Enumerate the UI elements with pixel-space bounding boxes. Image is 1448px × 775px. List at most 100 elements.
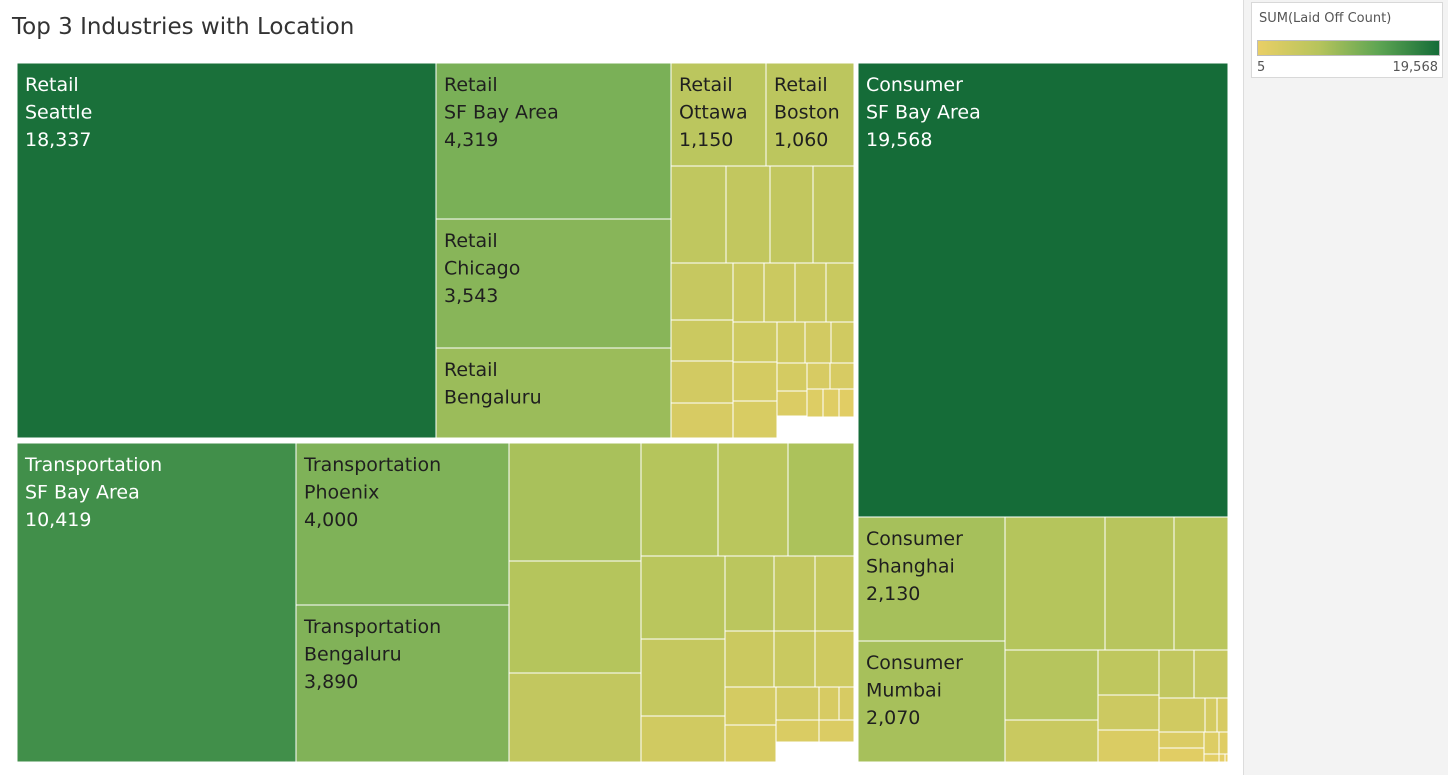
tile-retail-minor-24[interactable] (822, 388, 840, 418)
tile-transportation-minor-7[interactable] (724, 555, 775, 632)
tile-transportation-minor-16[interactable] (724, 686, 777, 726)
legend-title: SUM(Laid Off Count) (1259, 11, 1392, 26)
tile-retail-minor-20[interactable] (670, 402, 734, 439)
tile-transportation-phoenix-value-label: 4,000 (304, 509, 358, 531)
tile-retail-boston-location-label: Boston (774, 102, 840, 124)
legend-max-label: 19,568 (1392, 60, 1439, 75)
tile-consumer-minor-17[interactable] (1158, 747, 1205, 763)
tile-consumer-minor-9[interactable] (1097, 694, 1160, 731)
tile-transportation-minor-3[interactable] (717, 442, 789, 557)
tile-retail-minor-1[interactable] (670, 165, 727, 264)
tile-retail-minor-3[interactable] (769, 165, 814, 264)
tile-retail-seattle-industry-label: Retail (25, 74, 79, 96)
tile-transportation-minor-10[interactable] (508, 672, 642, 763)
tile-transportation-minor-8[interactable] (773, 555, 816, 632)
tile-retail-sf-bay-area[interactable] (435, 62, 672, 220)
tile-retail-bengaluru-industry-label: Retail (444, 359, 498, 381)
tile-transportation-minor-4[interactable] (787, 442, 855, 557)
tile-consumer-minor-11[interactable] (1204, 697, 1218, 733)
tile-consumer-shanghai[interactable] (857, 516, 1006, 642)
tile-retail-minor-13[interactable] (804, 321, 832, 364)
tile-retail-sf-bay-area-location-label: SF Bay Area (444, 102, 559, 124)
tile-retail-minor-2[interactable] (725, 165, 771, 264)
tile-consumer-minor-12[interactable] (1216, 697, 1229, 733)
tile-transportation-minor-9[interactable] (814, 555, 855, 632)
tile-retail-minor-15[interactable] (670, 360, 734, 404)
tile-consumer-sf-bay-area-value-label: 19,568 (866, 129, 932, 151)
tile-transportation-minor-19[interactable] (838, 686, 855, 721)
tile-consumer-minor-10[interactable] (1158, 697, 1206, 733)
tile-retail-minor-18[interactable] (806, 362, 831, 390)
tile-transportation-minor-18[interactable] (818, 686, 840, 721)
tile-retail-sf-bay-area-value-label: 4,319 (444, 129, 498, 151)
tile-retail-minor-16[interactable] (732, 361, 778, 402)
tile-retail-chicago[interactable] (435, 218, 672, 349)
tile-consumer-minor-1[interactable] (1004, 516, 1106, 651)
tile-transportation-sf-bay-area-value-label: 10,419 (25, 509, 91, 531)
tile-retail-minor-6[interactable] (732, 262, 765, 323)
tile-consumer-mumbai-location-label: Mumbai (866, 680, 942, 702)
tile-transportation-minor-20[interactable] (724, 724, 777, 763)
tile-retail-minor-23[interactable] (806, 388, 824, 418)
tile-transportation-minor-21[interactable] (775, 719, 820, 743)
tile-retail-minor-25[interactable] (838, 388, 855, 418)
tile-consumer-mumbai[interactable] (857, 640, 1006, 763)
tile-consumer-minor-16[interactable] (1218, 731, 1229, 755)
tile-transportation-minor-17[interactable] (775, 686, 820, 721)
tile-transportation-sf-bay-area-location-label: SF Bay Area (25, 482, 140, 504)
tile-retail-minor-14[interactable] (830, 321, 855, 364)
tile-transportation-minor-1[interactable] (508, 442, 642, 562)
tile-retail-minor-12[interactable] (776, 321, 806, 364)
tile-consumer-mumbai-value-label: 2,070 (866, 707, 920, 729)
tile-retail-minor-11[interactable] (732, 321, 778, 363)
tile-consumer-minor-19[interactable] (1218, 753, 1226, 763)
tile-transportation-minor-11[interactable] (640, 638, 726, 717)
tile-retail-ottawa-value-label: 1,150 (679, 129, 733, 151)
tile-transportation-minor-15[interactable] (640, 715, 726, 763)
legend-panel (1243, 0, 1448, 775)
tile-retail-minor-8[interactable] (794, 262, 827, 323)
tile-consumer-sf-bay-area[interactable] (857, 62, 1229, 518)
tile-consumer-sf-bay-area-industry-label: Consumer (866, 74, 963, 96)
tile-consumer-minor-8[interactable] (1004, 719, 1099, 763)
tile-consumer-minor-7[interactable] (1193, 649, 1229, 699)
tile-transportation-phoenix-industry-label: Transportation (303, 454, 441, 476)
tile-transportation-minor-5[interactable] (508, 560, 642, 674)
tile-consumer-minor-5[interactable] (1097, 649, 1160, 696)
tile-retail-seattle[interactable] (16, 62, 437, 439)
tile-retail-minor-9[interactable] (825, 262, 855, 323)
tile-consumer-minor-13[interactable] (1097, 729, 1160, 763)
tile-retail-minor-7[interactable] (763, 262, 796, 323)
tile-transportation-minor-12[interactable] (724, 630, 775, 688)
tile-consumer-minor-2[interactable] (1104, 516, 1175, 651)
tile-retail-minor-22[interactable] (776, 390, 808, 417)
tile-transportation-bengaluru-industry-label: Transportation (303, 616, 441, 638)
tile-transportation-bengaluru[interactable] (295, 604, 510, 763)
tile-transportation-minor-14[interactable] (814, 630, 855, 688)
tile-retail-sf-bay-area-industry-label: Retail (444, 74, 498, 96)
tile-consumer-shanghai-location-label: Shanghai (866, 556, 955, 578)
tile-transportation-minor-22[interactable] (818, 719, 855, 743)
tile-retail-minor-4[interactable] (812, 165, 855, 264)
tile-consumer-minor-14[interactable] (1158, 731, 1205, 749)
tile-transportation-phoenix-location-label: Phoenix (304, 482, 379, 504)
tile-consumer-minor-4[interactable] (1004, 649, 1099, 721)
tile-consumer-minor-3[interactable] (1173, 516, 1229, 651)
tile-retail-minor-19[interactable] (829, 362, 855, 390)
tile-transportation-minor-6[interactable] (640, 555, 726, 640)
tile-consumer-minor-18[interactable] (1203, 753, 1220, 763)
tile-transportation-bengaluru-value-label: 3,890 (304, 671, 358, 693)
tile-retail-ottawa-location-label: Ottawa (679, 102, 748, 124)
tile-consumer-minor-6[interactable] (1158, 649, 1195, 699)
tile-retail-minor-10[interactable] (670, 319, 734, 362)
tile-transportation-minor-13[interactable] (773, 630, 816, 688)
tile-consumer-minor-15[interactable] (1203, 731, 1220, 755)
tile-consumer-shanghai-industry-label: Consumer (866, 528, 963, 550)
tile-retail-minor-17[interactable] (776, 362, 808, 392)
tile-retail-minor-21[interactable] (732, 400, 778, 439)
tile-retail-minor-5[interactable] (670, 262, 734, 321)
tile-consumer-minor-20[interactable] (1224, 753, 1229, 763)
tile-transportation-sf-bay-area[interactable] (16, 442, 297, 763)
tile-retail-bengaluru[interactable] (435, 347, 672, 439)
tile-transportation-minor-2[interactable] (640, 442, 719, 557)
